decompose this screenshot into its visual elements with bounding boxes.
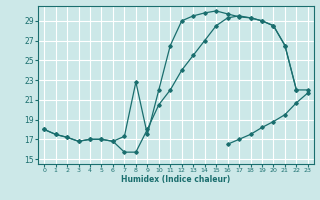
X-axis label: Humidex (Indice chaleur): Humidex (Indice chaleur) bbox=[121, 175, 231, 184]
